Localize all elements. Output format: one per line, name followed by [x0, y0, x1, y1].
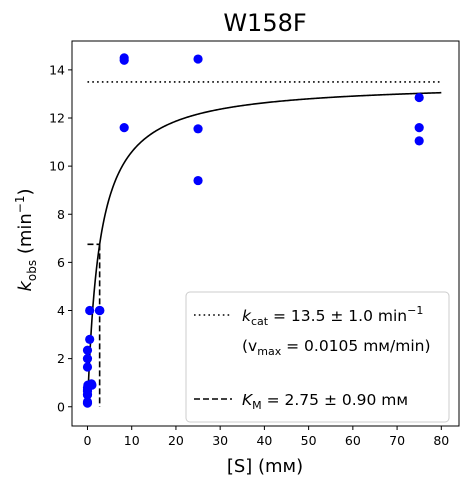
data-point [95, 305, 105, 316]
data-point [82, 362, 93, 372]
data-point [82, 345, 93, 355]
legend-box [185, 291, 450, 423]
data-point [87, 380, 97, 390]
x-tick-label: 30 [212, 433, 228, 448]
y-tick-label: 10 [49, 159, 65, 174]
x-axis-label: [S] (mм) [227, 456, 303, 477]
y-axis-label: kobs (min−1) [13, 188, 39, 291]
x-tick-label: 80 [433, 433, 449, 448]
x-tick-label: 40 [256, 433, 272, 448]
data-points [82, 53, 424, 408]
y-axis: 0 2 4 6 8 10 12 14 [49, 62, 72, 414]
y-tick-label: 2 [57, 351, 65, 366]
y-tick-label: 12 [49, 111, 65, 126]
legend-km-label: KM = 2.75 ± 0.90 mм [242, 391, 408, 412]
data-point [82, 397, 93, 407]
y-tick-label: 0 [57, 399, 65, 414]
plot-frame [71, 40, 460, 427]
x-tick-label: 20 [168, 433, 184, 448]
legend-vmax-label: (vmax = 0.0105 mм/min) [242, 337, 431, 358]
data-point [414, 136, 424, 146]
legend-kcat-label: kcat = 13.5 ± 1.0 min−1 [242, 304, 423, 328]
x-tick-label: 60 [345, 433, 361, 448]
michaelis-menten-fit-curve [86, 91, 442, 407]
y-tick-label: 8 [57, 207, 65, 222]
plot-area [82, 53, 442, 408]
y-tick-label: 14 [49, 62, 65, 77]
data-point [414, 123, 424, 133]
data-point [119, 123, 129, 133]
data-point [119, 53, 129, 63]
data-point [193, 124, 203, 134]
legend: kcat = 13.5 ± 1.0 min−1 (vmax = 0.0105 m… [185, 291, 450, 423]
x-axis: 0 10 20 30 40 50 60 70 80 [84, 426, 449, 448]
y-tick-label: 6 [57, 255, 65, 270]
y-tick-label: 4 [57, 303, 65, 318]
x-tick-label: 50 [301, 433, 317, 448]
chart-title: W158F [223, 9, 306, 37]
data-point [193, 175, 203, 186]
data-point [85, 305, 95, 316]
x-tick-label: 70 [389, 433, 405, 448]
data-point [193, 54, 203, 64]
data-point [414, 92, 424, 103]
data-point [82, 354, 93, 364]
x-tick-label: 10 [124, 433, 140, 448]
x-tick-label: 0 [84, 433, 92, 448]
data-point [85, 334, 95, 344]
